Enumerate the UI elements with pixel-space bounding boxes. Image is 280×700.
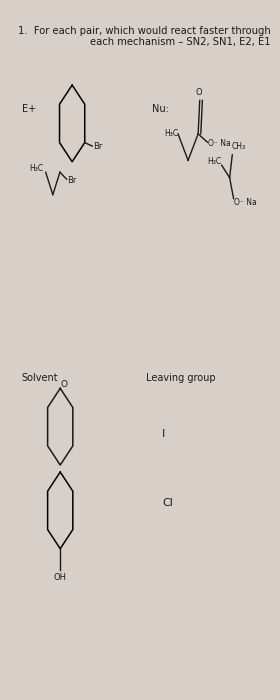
Text: OH: OH bbox=[54, 573, 67, 582]
Text: Br: Br bbox=[67, 176, 76, 185]
Text: Solvent: Solvent bbox=[22, 373, 59, 383]
Text: H₃C: H₃C bbox=[207, 158, 222, 167]
Text: E+: E+ bbox=[22, 104, 36, 115]
Text: O: O bbox=[196, 88, 202, 97]
Text: Leaving group: Leaving group bbox=[146, 373, 216, 383]
Text: 1.  For each pair, which would react faster through each mechanism – SN2, SN1, E: 1. For each pair, which would react fast… bbox=[18, 26, 271, 48]
Text: O: O bbox=[61, 380, 68, 389]
Text: O⁻ Na: O⁻ Na bbox=[234, 198, 256, 207]
Text: CH₃: CH₃ bbox=[232, 142, 246, 151]
Text: Nu:: Nu: bbox=[151, 104, 169, 115]
Text: H₃C: H₃C bbox=[29, 164, 43, 173]
Text: O⁻ Na: O⁻ Na bbox=[208, 139, 231, 148]
Text: H₃C: H₃C bbox=[164, 130, 178, 139]
Text: Br: Br bbox=[93, 141, 102, 150]
Text: I: I bbox=[162, 428, 165, 439]
Text: Cl: Cl bbox=[162, 498, 173, 508]
